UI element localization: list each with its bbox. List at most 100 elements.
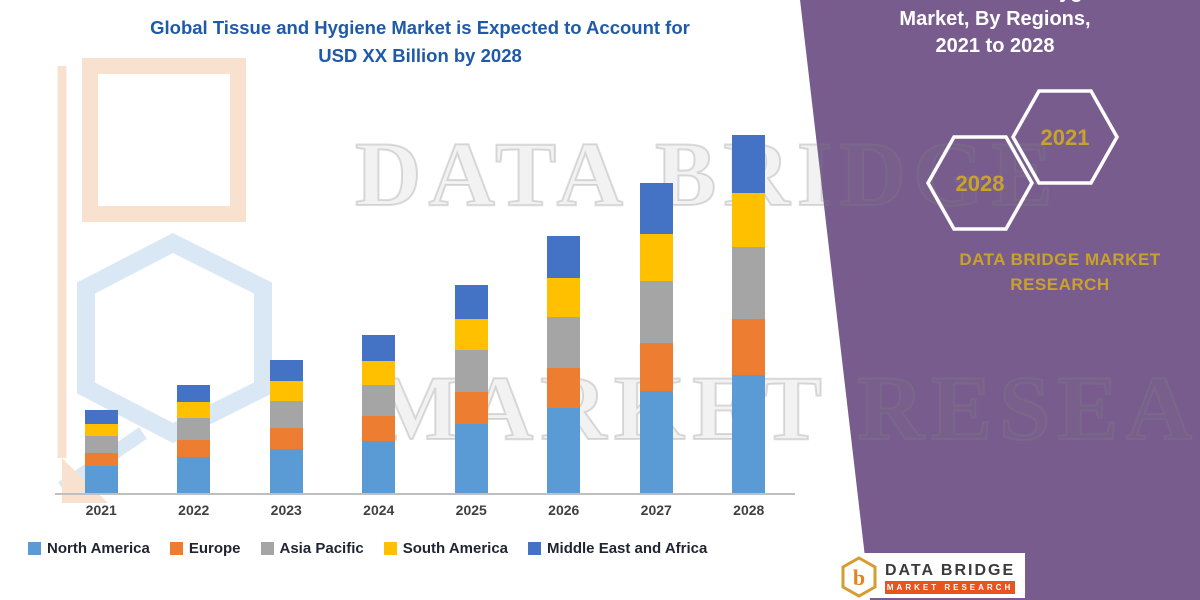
bar-2026-segment-south-america <box>547 278 581 317</box>
chart-legend: North America Europe Asia Pacific South Ame… <box>28 540 707 557</box>
footer-logo-tagline: MARKET RESEARCH <box>886 582 1014 592</box>
bar-2024-segment-north-america <box>362 441 396 493</box>
bar-2025-segment-middle-east-and-africa <box>454 285 488 319</box>
chart-title-line2: USD XX Billion by 2028 <box>318 45 522 66</box>
bar-2022-segment-north-america <box>177 457 211 493</box>
bar-2024-segment-europe <box>362 416 396 441</box>
watermark-text: DATA BRIDGE MARKET RESEARCH <box>354 123 1200 459</box>
bar-group: 2021 2022 2023 2024 2025 2026 2027 2028 <box>55 120 795 518</box>
panel-heading-line0: Global Tissue and Hygiene <box>795 0 1195 6</box>
bar-2027-segment-europe <box>639 343 673 391</box>
bar-2028-segment-south-america <box>732 193 766 247</box>
brand-name-line1: DATA BRIDGE MARKET <box>959 250 1161 269</box>
legend-label-middle-east-and-africa: Middle East and Africa <box>547 540 708 557</box>
bar-2023: 2023 <box>269 360 303 518</box>
legend-label-asia-pacific: Asia Pacific <box>279 540 364 557</box>
footer-logo-tagline-bar: MARKET RESEARCH <box>885 580 1016 594</box>
bar-2025-segment-asia-pacific <box>454 350 488 392</box>
bar-2027-segment-middle-east-and-africa <box>639 183 673 234</box>
legend-label-north-america: North America <box>47 540 150 557</box>
bar-2022-segment-asia-pacific <box>177 418 211 440</box>
bar-2023-segment-middle-east-and-africa <box>269 360 303 381</box>
x-axis-label-2026: 2026 <box>548 502 580 518</box>
bar-2028: 2028 <box>732 135 766 518</box>
bar-2021: 2021 <box>84 410 118 518</box>
bar-2026-segment-middle-east-and-africa <box>547 236 581 278</box>
brand-name: DATA BRIDGE MARKET RESEARCH <box>905 247 1200 297</box>
bar-2023-segment-south-america <box>269 381 303 401</box>
bar-2024-segment-middle-east-and-africa <box>362 335 396 361</box>
bar-2028-segment-asia-pacific <box>732 247 766 319</box>
bar-2028-segment-europe <box>732 319 766 375</box>
bar-2027-segment-north-america <box>639 391 673 493</box>
bar-2025-segment-north-america <box>454 424 488 493</box>
bar-2024-segment-south-america <box>362 361 396 385</box>
footer-logo-name: DATA BRIDGE <box>885 561 1016 579</box>
hexagon-2021 <box>1010 89 1120 185</box>
legend-item-north-america: North America <box>28 540 150 557</box>
bar-2021-segment-middle-east-and-africa <box>84 410 118 424</box>
watermark-line1: DATA BRIDGE <box>354 123 1060 225</box>
bar-2025-segment-south-america <box>454 319 488 350</box>
brand-name-line2: RESEARCH <box>1010 275 1110 294</box>
hexagon-2028-label: 2028 <box>956 171 1005 196</box>
bar-2024-segment-asia-pacific <box>362 385 396 416</box>
bar-2024: 2024 <box>362 335 396 518</box>
x-axis-label-2022: 2022 <box>178 502 210 518</box>
bar-2021-segment-south-america <box>84 424 118 436</box>
bar-2021-segment-europe <box>84 453 118 466</box>
bar-2022: 2022 <box>177 385 211 518</box>
bar-2026-segment-europe <box>547 368 581 408</box>
legend-item-asia-pacific: Asia Pacific <box>260 540 364 557</box>
bar-2026: 2026 <box>547 236 581 518</box>
watermark-line2: MARKET RESEARCH <box>372 357 1200 459</box>
bar-2026-segment-north-america <box>547 408 581 493</box>
footer-logo: b DATA BRIDGE MARKET RESEARCH <box>835 553 1026 598</box>
legend-swatch-middle-east-and-africa <box>528 542 542 555</box>
hexagon-2028 <box>925 135 1035 231</box>
legend-swatch-asia-pacific <box>260 542 274 555</box>
bar-2026-segment-asia-pacific <box>547 317 581 368</box>
legend-swatch-south-america <box>383 542 397 555</box>
bar-2027-segment-asia-pacific <box>639 281 673 343</box>
bar-2022-segment-middle-east-and-africa <box>177 385 211 402</box>
chart-plot-area: 2021 2022 2023 2024 2025 2026 2027 2028 <box>55 120 795 518</box>
svg-text:b: b <box>853 565 865 590</box>
year-hexagons: 2028 2021 <box>925 89 1120 231</box>
x-axis-label-2025: 2025 <box>455 502 487 518</box>
footer-logo-icon: b <box>841 556 877 598</box>
legend-label-europe: Europe <box>188 540 241 557</box>
panel-heading-line2: 2021 to 2028 <box>935 35 1055 57</box>
bar-2028-segment-middle-east-and-africa <box>732 135 766 193</box>
x-axis-label-2023: 2023 <box>270 502 302 518</box>
legend-item-europe: Europe <box>169 540 241 557</box>
bar-2023-segment-asia-pacific <box>269 401 303 428</box>
legend-item-middle-east-and-africa: Middle East and Africa <box>528 540 707 557</box>
bar-2027: 2027 <box>639 183 673 518</box>
bar-2022-segment-europe <box>177 440 211 457</box>
x-axis-label-2028: 2028 <box>733 502 765 518</box>
right-panel-background <box>800 0 1200 600</box>
bar-2021-segment-asia-pacific <box>84 436 118 453</box>
bar-2022-segment-south-america <box>177 402 211 418</box>
bar-2021-segment-north-america <box>84 466 118 493</box>
bar-2028-segment-north-america <box>732 375 766 493</box>
bar-2025-segment-europe <box>454 392 488 424</box>
legend-label-south-america: South America <box>402 540 509 557</box>
bar-2023-segment-europe <box>269 428 303 449</box>
legend-item-south-america: South America <box>383 540 509 557</box>
bar-2027-segment-south-america <box>639 234 673 281</box>
right-panel-heading: Global Tissue and Hygiene Market, By Reg… <box>795 0 1195 60</box>
bar-2025: 2025 <box>454 285 488 518</box>
panel-heading-line1: Market, By Regions, <box>899 8 1091 30</box>
chart-title-line1: Global Tissue and Hygiene Market is Expe… <box>150 17 690 38</box>
x-axis-label-2021: 2021 <box>85 502 117 518</box>
bar-2023-segment-north-america <box>269 449 303 493</box>
x-axis-label-2024: 2024 <box>363 502 395 518</box>
x-axis-label-2027: 2027 <box>640 502 672 518</box>
legend-swatch-europe <box>169 542 183 555</box>
hexagon-2021-label: 2021 <box>1041 125 1090 150</box>
legend-swatch-north-america <box>28 542 41 555</box>
chart-title: Global Tissue and Hygiene Market is Expe… <box>110 14 730 70</box>
